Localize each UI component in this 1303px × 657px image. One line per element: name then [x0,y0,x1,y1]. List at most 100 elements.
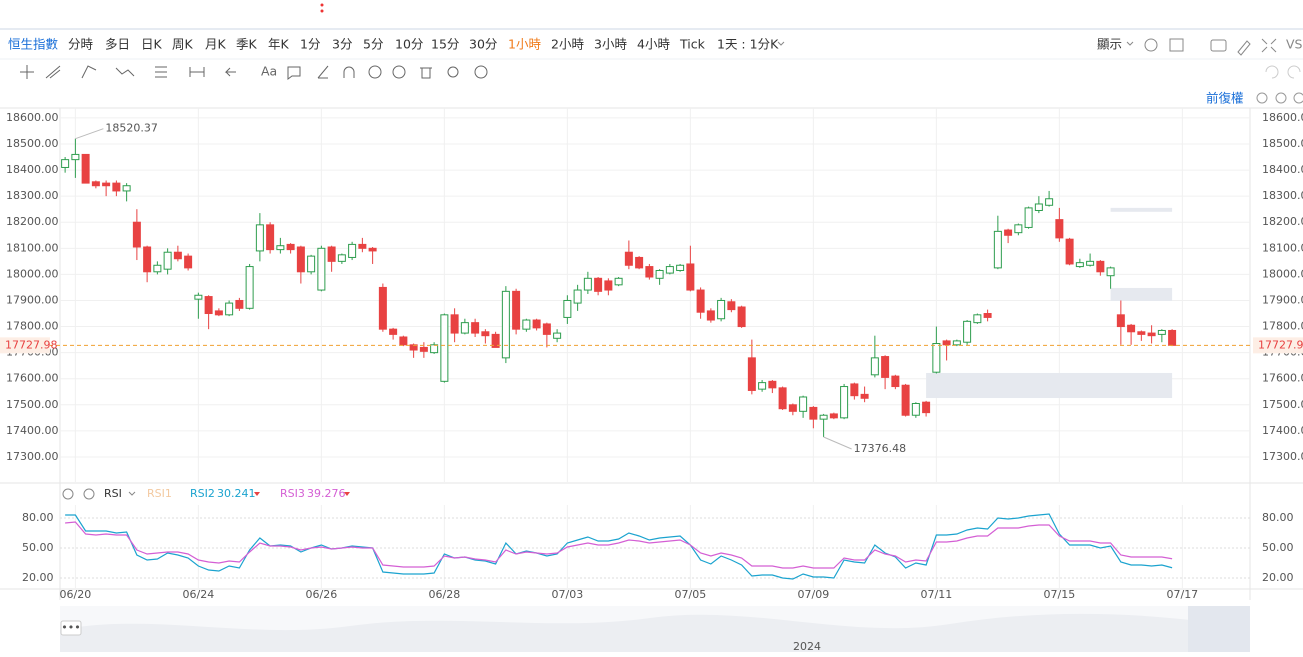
note-tool[interactable] [287,66,301,80]
fullscreen-icon[interactable] [1261,38,1277,53]
candle-body [194,294,203,300]
candle-body [1075,262,1084,268]
candle-body [1116,314,1125,328]
period-tab[interactable]: 多日 [105,37,130,52]
y-tick-label-right: 18600.00 [1262,111,1303,124]
display-menu[interactable]: 顯示 [1097,37,1122,52]
candle-body [112,182,121,192]
low-label: 17376.48 [854,442,907,455]
link-tool[interactable] [447,66,459,78]
adjust-mode[interactable]: 前復權 [1206,91,1244,106]
period-tab[interactable]: 3小時 [594,37,627,52]
period-tab[interactable]: 4小時 [637,37,670,52]
candle-body [204,296,213,315]
ray-tool[interactable] [81,65,97,79]
pen-icon[interactable] [1237,40,1251,56]
period-tab[interactable]: 月K [205,37,227,52]
candle-body [583,277,592,291]
y-tick-label-right: 17500.00 [1262,398,1303,411]
magnet-tool[interactable] [343,66,355,78]
line-tool[interactable] [45,65,61,79]
period-tab[interactable]: Tick [679,37,706,52]
candle-body [1034,203,1043,211]
candle-body [153,264,162,273]
candle-body [501,290,510,359]
navigator-window[interactable] [1188,606,1250,652]
y-tick-label-right: 17600.00 [1262,372,1303,385]
lock-tool[interactable] [368,65,382,79]
move-tool[interactable] [20,65,34,79]
layout-icon[interactable] [1169,38,1184,52]
candle-body [922,401,931,414]
y-tick-label: 18200.00 [6,215,59,228]
period-tab[interactable]: 1小時 [508,37,541,52]
candle-body [727,301,736,311]
dot [320,9,324,13]
rsi-line [65,513,1173,580]
delete-tool[interactable] [420,67,432,79]
navigator-year: 2024 [793,640,821,653]
candle-body [225,302,234,316]
zoom-in[interactable] [1293,92,1303,104]
navigator-handle[interactable] [60,620,82,636]
period-tab[interactable]: 3分 [332,37,352,52]
wave-tool[interactable] [115,67,135,77]
y-tick-label: 17400.00 [6,424,59,437]
y-tick-label-right: 20.00 [1262,571,1294,584]
undo[interactable] [1265,65,1279,79]
candle-body [860,393,869,399]
candle-body [553,332,562,339]
range-tool[interactable] [189,67,205,77]
candle-body [1168,329,1177,346]
period-tab[interactable]: 年K [268,37,290,52]
legend-hidden[interactable]: RSI1 [147,487,172,500]
zoom-out[interactable] [1275,92,1287,104]
candle-body [809,406,818,420]
period-tab[interactable]: 季K [236,37,258,52]
y-tick-label: 17900.00 [6,293,59,306]
period-tab[interactable]: 2小時 [551,37,584,52]
candle-body [881,356,890,378]
period-tab[interactable]: 5分 [363,37,383,52]
camera-icon[interactable] [1210,39,1227,52]
symbol[interactable]: 恒生指數 [8,37,59,52]
period-tab[interactable]: 30分 [469,37,497,52]
y-tick-label-right: 17900.00 [1262,293,1303,306]
period-tab[interactable]: 1分 [300,37,320,52]
period-tab[interactable]: 15分 [431,37,459,52]
candle-body [348,243,357,258]
period-tab[interactable]: 周K [172,37,194,52]
candle-body [440,314,449,382]
reset-icon[interactable] [1256,92,1268,104]
candle-body [1137,331,1146,335]
indicator-settings[interactable] [62,488,74,500]
period-tab[interactable]: 1天 : 1分K [717,37,779,52]
hide-tool[interactable] [392,65,406,79]
y-tick-label-right: 18000.00 [1262,267,1303,280]
candle-body [214,310,223,316]
candle-body [132,221,141,248]
tool-settings[interactable] [474,65,488,79]
candle-body [870,357,879,376]
candle-body [450,314,459,334]
candle-body [799,396,808,412]
y-tick-label: 18400.00 [6,163,59,176]
fib-tool[interactable] [155,66,167,78]
candle-body [327,246,336,262]
candle-body [1065,238,1074,265]
indicator-close[interactable] [83,488,95,500]
text-tool[interactable]: Aa [261,64,277,79]
period-tab[interactable]: 日K [141,37,163,52]
settings-icon[interactable] [1144,38,1158,52]
candle-body [471,322,480,334]
angle-tool[interactable] [317,65,329,79]
candle-body [706,310,715,321]
period-tab[interactable]: 分時 [68,37,94,52]
candle-body [717,299,726,320]
redo[interactable] [1287,65,1301,79]
compare[interactable]: VS [1286,37,1303,52]
arrow-tool[interactable] [224,67,236,77]
period-tab[interactable]: 10分 [395,37,423,52]
rsi-line [65,521,1173,569]
high-label: 18520.37 [105,122,158,135]
